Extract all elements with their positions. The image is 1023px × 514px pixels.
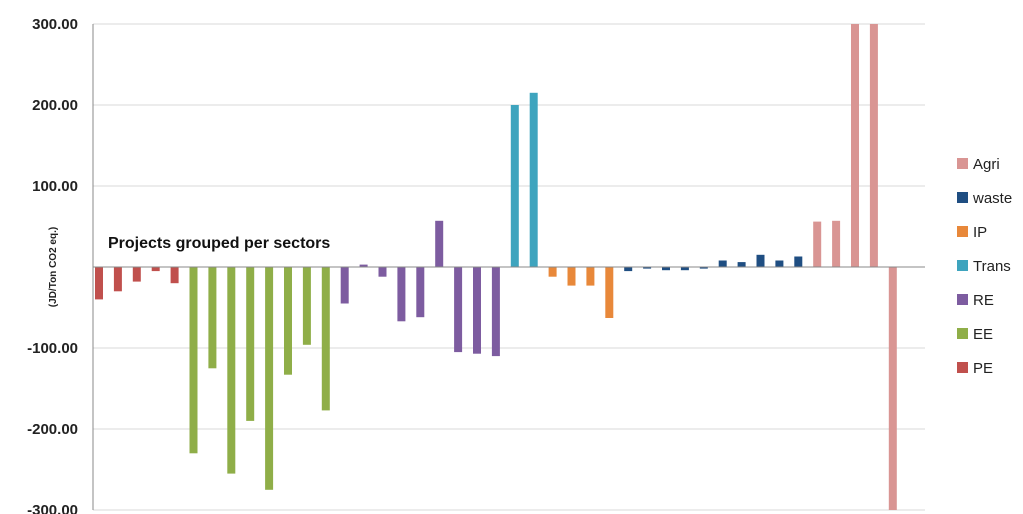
bar-agri — [851, 24, 859, 267]
bar-waste — [794, 256, 803, 267]
y-tick-labels: 300.00 200.00 100.00 -100.00 -200.00 -300.00 — [27, 16, 78, 514]
bar-re — [340, 267, 349, 304]
bar-agri — [869, 24, 878, 267]
legend-label-waste: waste — [972, 190, 1012, 207]
bar-trans — [510, 105, 519, 267]
bar-ip — [567, 267, 576, 286]
bar-waste — [699, 267, 708, 269]
bars — [95, 24, 897, 510]
bar-re — [416, 267, 425, 318]
y-tick-label: -300.00 — [27, 502, 78, 514]
legend-swatch-ip — [957, 226, 968, 237]
bar-re — [454, 267, 463, 353]
legend-label-re: RE — [973, 292, 994, 309]
bar-ee — [189, 267, 198, 454]
bar-agri — [832, 220, 841, 267]
bar-waste — [737, 262, 746, 267]
bar-agri — [888, 267, 897, 510]
legend-swatch-re — [957, 294, 968, 305]
bar-re — [359, 264, 368, 267]
y-tick-label: -200.00 — [27, 421, 78, 438]
legend-label-trans: Trans — [973, 258, 1011, 275]
bar-ee — [227, 267, 236, 474]
bar-waste — [718, 260, 727, 267]
y-tick-label: 100.00 — [32, 178, 78, 195]
legend-label-agri: Agri — [973, 156, 1000, 173]
legend-label-ee: EE — [973, 326, 993, 343]
y-axis-label: (JD/Ton CO2 eq.) — [48, 227, 59, 307]
legend-swatch-trans — [957, 260, 968, 271]
bar-pe — [151, 267, 160, 272]
legend-label-pe: PE — [973, 360, 993, 377]
bar-waste — [624, 267, 633, 272]
legend-label-ip: IP — [973, 224, 987, 241]
bar-trans — [529, 92, 538, 267]
y-tick-label: -100.00 — [27, 340, 78, 357]
bar-waste — [775, 260, 784, 267]
annotation: Projects grouped per sectors — [108, 235, 330, 252]
bar-pe — [132, 267, 141, 282]
bar-re — [473, 267, 481, 354]
bar-pe — [95, 267, 103, 300]
bar-ee — [321, 267, 330, 411]
bar-pe — [170, 267, 179, 284]
bar-waste — [662, 267, 670, 271]
bar-ee — [246, 267, 255, 421]
bar-re — [397, 267, 406, 322]
bar-re — [378, 267, 387, 277]
bar-ip — [586, 267, 595, 286]
bar-ee — [265, 267, 274, 490]
bar-ee — [284, 267, 292, 375]
legend-swatch-ee — [957, 328, 968, 339]
bar-agri — [813, 221, 822, 267]
legend-swatch-agri — [957, 158, 968, 169]
bar-re — [491, 267, 500, 357]
y-tick-label: 300.00 — [32, 16, 78, 33]
legend-swatch-pe — [957, 362, 968, 373]
legend-swatch-waste — [957, 192, 968, 203]
bar-waste — [680, 267, 689, 271]
legend: Agri waste IP Trans RE EE PE — [957, 156, 1012, 377]
bar-pe — [113, 267, 122, 292]
bar-ee — [208, 267, 217, 369]
bar-ip — [605, 267, 614, 318]
bar-ee — [302, 267, 311, 345]
bar-waste — [756, 254, 765, 267]
bar-waste — [643, 267, 652, 269]
bar-re — [435, 220, 444, 267]
y-tick-label: 200.00 — [32, 97, 78, 114]
bar-ip — [548, 267, 557, 277]
